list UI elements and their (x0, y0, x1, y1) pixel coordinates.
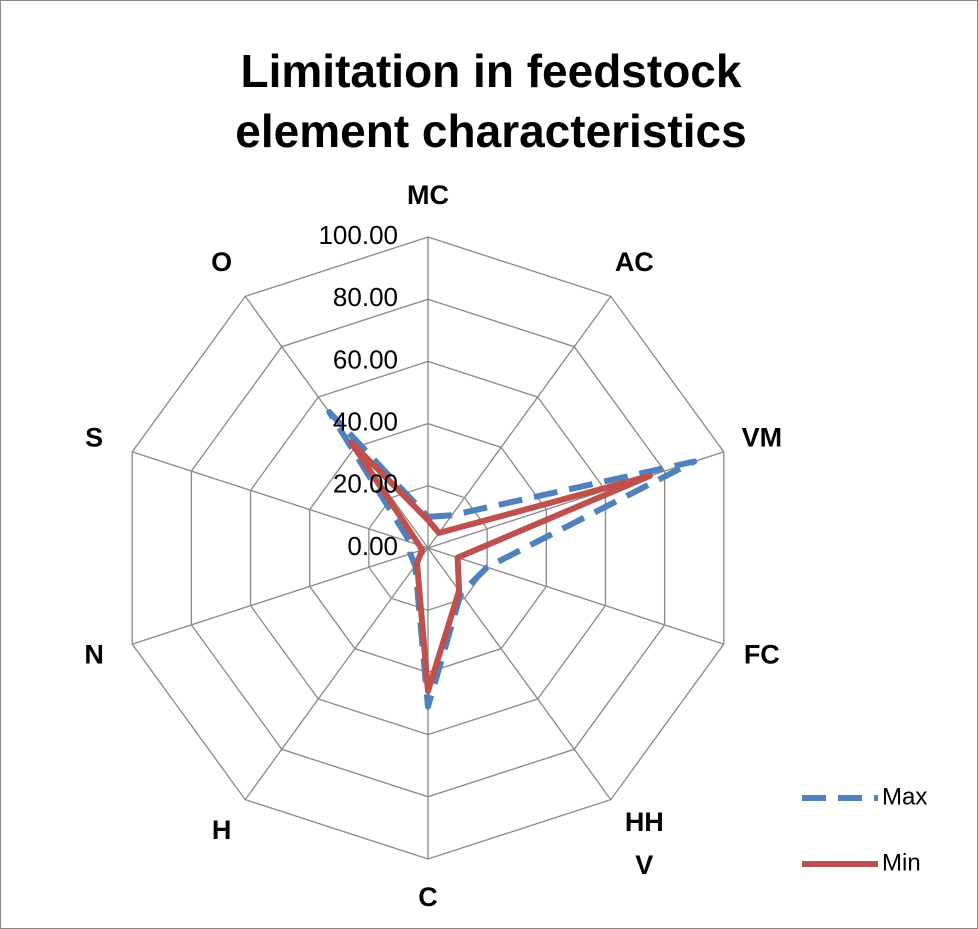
category-label: H (212, 815, 232, 845)
category-label: MC (407, 180, 449, 210)
y-tick-label: 40.00 (333, 406, 398, 436)
spoke (132, 451, 429, 549)
series-line (326, 409, 698, 710)
spoke (132, 547, 429, 645)
legend-label: Max (882, 783, 927, 810)
series-line (348, 439, 653, 695)
y-tick-label: 0.00 (347, 531, 398, 561)
category-label: N (84, 640, 104, 670)
category-label: HH V (625, 807, 664, 880)
y-tick-label: 100.00 (318, 220, 398, 250)
y-tick-label: 20.00 (333, 469, 398, 499)
legend-label: Min (882, 849, 921, 876)
y-tick-label: 80.00 (333, 282, 398, 312)
category-label: FC (744, 640, 780, 670)
category-label: S (85, 423, 103, 453)
category-label: O (211, 247, 232, 277)
spoke (427, 296, 612, 549)
chart-title: Limitation in feedstock element character… (235, 45, 746, 157)
category-label: VM (742, 423, 783, 453)
spoke (244, 547, 429, 800)
spoke (427, 547, 724, 645)
y-tick-label: 60.00 (333, 344, 398, 374)
category-label: C (418, 882, 438, 912)
spoke (427, 451, 724, 549)
category-label: AC (615, 247, 654, 277)
